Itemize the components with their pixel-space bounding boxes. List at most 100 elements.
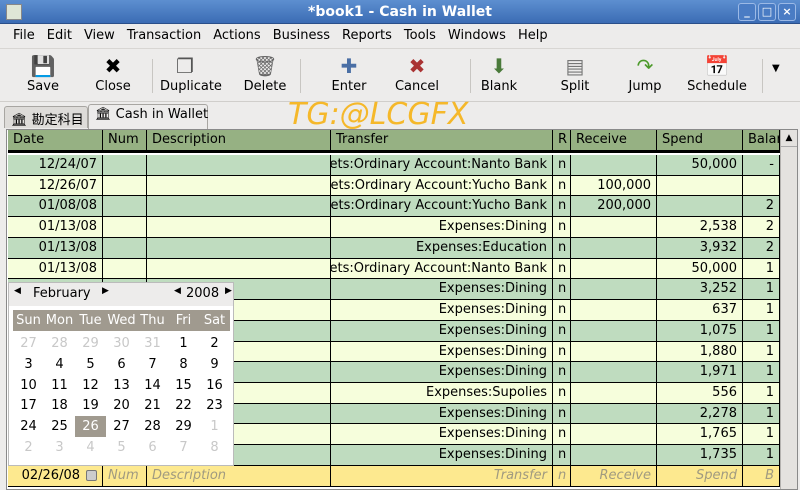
menu-business[interactable]: Business	[272, 28, 331, 43]
prev-year-icon[interactable]: ◀	[174, 286, 181, 296]
calendar-day[interactable]: 9	[210, 356, 219, 372]
close-window-button[interactable]: ×	[778, 3, 796, 21]
cell-desc	[147, 300, 331, 321]
menu-transaction[interactable]: Transaction	[126, 28, 202, 43]
cell-date[interactable]: 02/26/08	[8, 465, 103, 487]
calendar-day[interactable]: 6	[117, 356, 126, 372]
calendar-day[interactable]: 21	[144, 398, 161, 414]
table-row[interactable]: 01/13/08 Expenses:Dining n 2,538 2	[8, 217, 780, 238]
menu-actions[interactable]: Actions	[213, 28, 261, 43]
table-row[interactable]: 12/24/07 sets:Ordinary Account:Nanto Bank…	[8, 155, 780, 176]
calendar-day[interactable]: 23	[206, 398, 223, 414]
calendar-day[interactable]: 15	[175, 377, 192, 393]
table-row[interactable]: 12/26/07 sets:Ordinary Account:Yucho Bank…	[8, 175, 780, 197]
table-row[interactable]: 01/08/08 sets:Ordinary Account:Yucho Bank…	[8, 196, 780, 218]
calendar-day[interactable]: 8	[210, 440, 219, 455]
toolbar-enter-button[interactable]: ✚ Enter	[324, 53, 374, 94]
scroll-up-icon[interactable]: ▲	[781, 130, 797, 147]
calendar-day[interactable]: 29	[82, 336, 99, 351]
toolbar-blank-button[interactable]: ⬇ Blank	[474, 53, 524, 94]
calendar-day[interactable]: 28	[144, 419, 161, 435]
tab-accounts[interactable]: 🏛 勘定科目	[4, 106, 88, 128]
calendar-day[interactable]: 5	[86, 356, 95, 372]
calendar-day[interactable]: 6	[148, 440, 157, 455]
menu-file[interactable]: File	[13, 28, 35, 43]
toolbar-label: Jump	[628, 79, 662, 94]
calendar-day[interactable]: 20	[113, 398, 130, 414]
column-header-num[interactable]: Num	[103, 130, 147, 150]
toolbar: 💾 Save ✖ Close ❐ Duplicate 🗑 Delete ✚ Enter ✖ Cance…	[0, 48, 800, 102]
column-header-transfer[interactable]: Transfer	[331, 130, 553, 150]
calendar-day[interactable]: 22	[175, 398, 192, 414]
menu-help[interactable]: Help	[517, 28, 548, 43]
calendar-day[interactable]: 10	[20, 377, 37, 393]
table-row[interactable]: 01/13/08 Expenses:Education n 3,932 2	[8, 237, 780, 259]
menu-windows[interactable]: Windows	[447, 28, 506, 43]
calendar-day[interactable]: 2	[210, 336, 219, 351]
toolbar-overflow-button[interactable]: ▼	[772, 63, 780, 74]
calendar-day[interactable]: 31	[144, 336, 161, 351]
toolbar-duplicate-button[interactable]: ❐ Duplicate	[160, 53, 222, 94]
transfer-value: sets:Ordinary Account:Yucho Bank	[331, 198, 547, 214]
toolbar-delete-button[interactable]: 🗑 Delete	[240, 53, 290, 94]
calendar-day[interactable]: 1	[179, 336, 188, 351]
calendar-day[interactable]: 2	[24, 440, 33, 455]
column-header-balance[interactable]: Balar	[743, 130, 780, 150]
menu-reports[interactable]: Reports	[342, 28, 392, 43]
column-header-receive[interactable]: Receive	[571, 130, 657, 150]
menu-tools[interactable]: Tools	[403, 28, 436, 43]
column-header-date[interactable]: Date	[8, 130, 103, 150]
toolbar-split-button[interactable]: ▤ Split	[550, 53, 600, 94]
next-year-icon[interactable]: ▶	[225, 286, 232, 296]
calendar-day[interactable]: 27	[20, 336, 37, 351]
toolbar-save-button[interactable]: 💾 Save	[18, 53, 68, 94]
calendar-day[interactable]: 26	[75, 416, 106, 438]
calendar-day[interactable]: 7	[179, 440, 188, 455]
calendar-day[interactable]: 3	[55, 440, 64, 455]
toolbar-jump-button[interactable]: ↷ Jump	[620, 53, 670, 94]
calendar-day[interactable]: 24	[20, 419, 37, 435]
calendar-day[interactable]: 18	[51, 398, 68, 414]
cell-transfer: Expenses:Dining	[331, 279, 553, 301]
cell-transfer: Transfer	[331, 465, 553, 487]
menu-view[interactable]: View	[83, 28, 115, 43]
tab-cash-in-wallet[interactable]: 🏛 Cash in Wallet	[88, 104, 208, 129]
entry-row[interactable]: 02/26/08 Num Description Transfer n Receive Sp…	[8, 465, 780, 487]
calendar-day[interactable]: 30	[113, 336, 130, 351]
calendar-day[interactable]: 28	[51, 336, 68, 351]
calendar-day[interactable]: 1	[210, 419, 219, 435]
maximize-button[interactable]: □	[758, 3, 776, 21]
calendar-day[interactable]: 8	[179, 356, 188, 372]
minimize-button[interactable]: _	[738, 3, 756, 21]
prev-month-icon[interactable]: ◀	[14, 286, 21, 296]
calendar-day[interactable]: 25	[51, 419, 68, 435]
toolbar-cancel-button[interactable]: ✖ Cancel	[392, 53, 442, 94]
toolbar-close-button[interactable]: ✖ Close	[88, 53, 138, 94]
calendar-day[interactable]: 13	[113, 377, 130, 393]
calendar-day[interactable]: 5	[117, 440, 126, 455]
column-header-r[interactable]: R	[553, 130, 571, 150]
calendar-day[interactable]: 17	[20, 398, 37, 414]
table-row[interactable]: 01/13/08 sets:Ordinary Account:Nanto Bank…	[8, 258, 780, 280]
calendar-day[interactable]: 19	[82, 398, 99, 414]
menu-edit[interactable]: Edit	[46, 28, 72, 43]
calendar-day[interactable]: 7	[148, 356, 157, 372]
calendar-day[interactable]: 12	[82, 377, 99, 393]
calendar-day[interactable]: 4	[55, 356, 64, 372]
calendar-day[interactable]: 11	[51, 377, 68, 393]
toolbar-schedule-button[interactable]: 📅 Schedule	[684, 53, 750, 94]
bank-icon: 🏛	[95, 107, 112, 122]
calendar-toggle-button[interactable]	[86, 469, 97, 481]
calendar-day[interactable]: 16	[206, 377, 223, 393]
balance-value: 1	[765, 426, 774, 442]
calendar-day[interactable]: 27	[113, 419, 130, 435]
column-header-spend[interactable]: Spend	[657, 130, 743, 150]
calendar-day[interactable]: 3	[24, 356, 33, 372]
vertical-scrollbar[interactable]: ▲	[780, 130, 797, 489]
next-month-icon[interactable]: ▶	[102, 286, 109, 296]
cell-receive	[571, 424, 657, 446]
calendar-day[interactable]: 29	[175, 419, 192, 435]
calendar-day[interactable]: 4	[86, 440, 95, 455]
calendar-day[interactable]: 14	[144, 377, 161, 393]
column-header-desc[interactable]: Description	[147, 130, 331, 150]
